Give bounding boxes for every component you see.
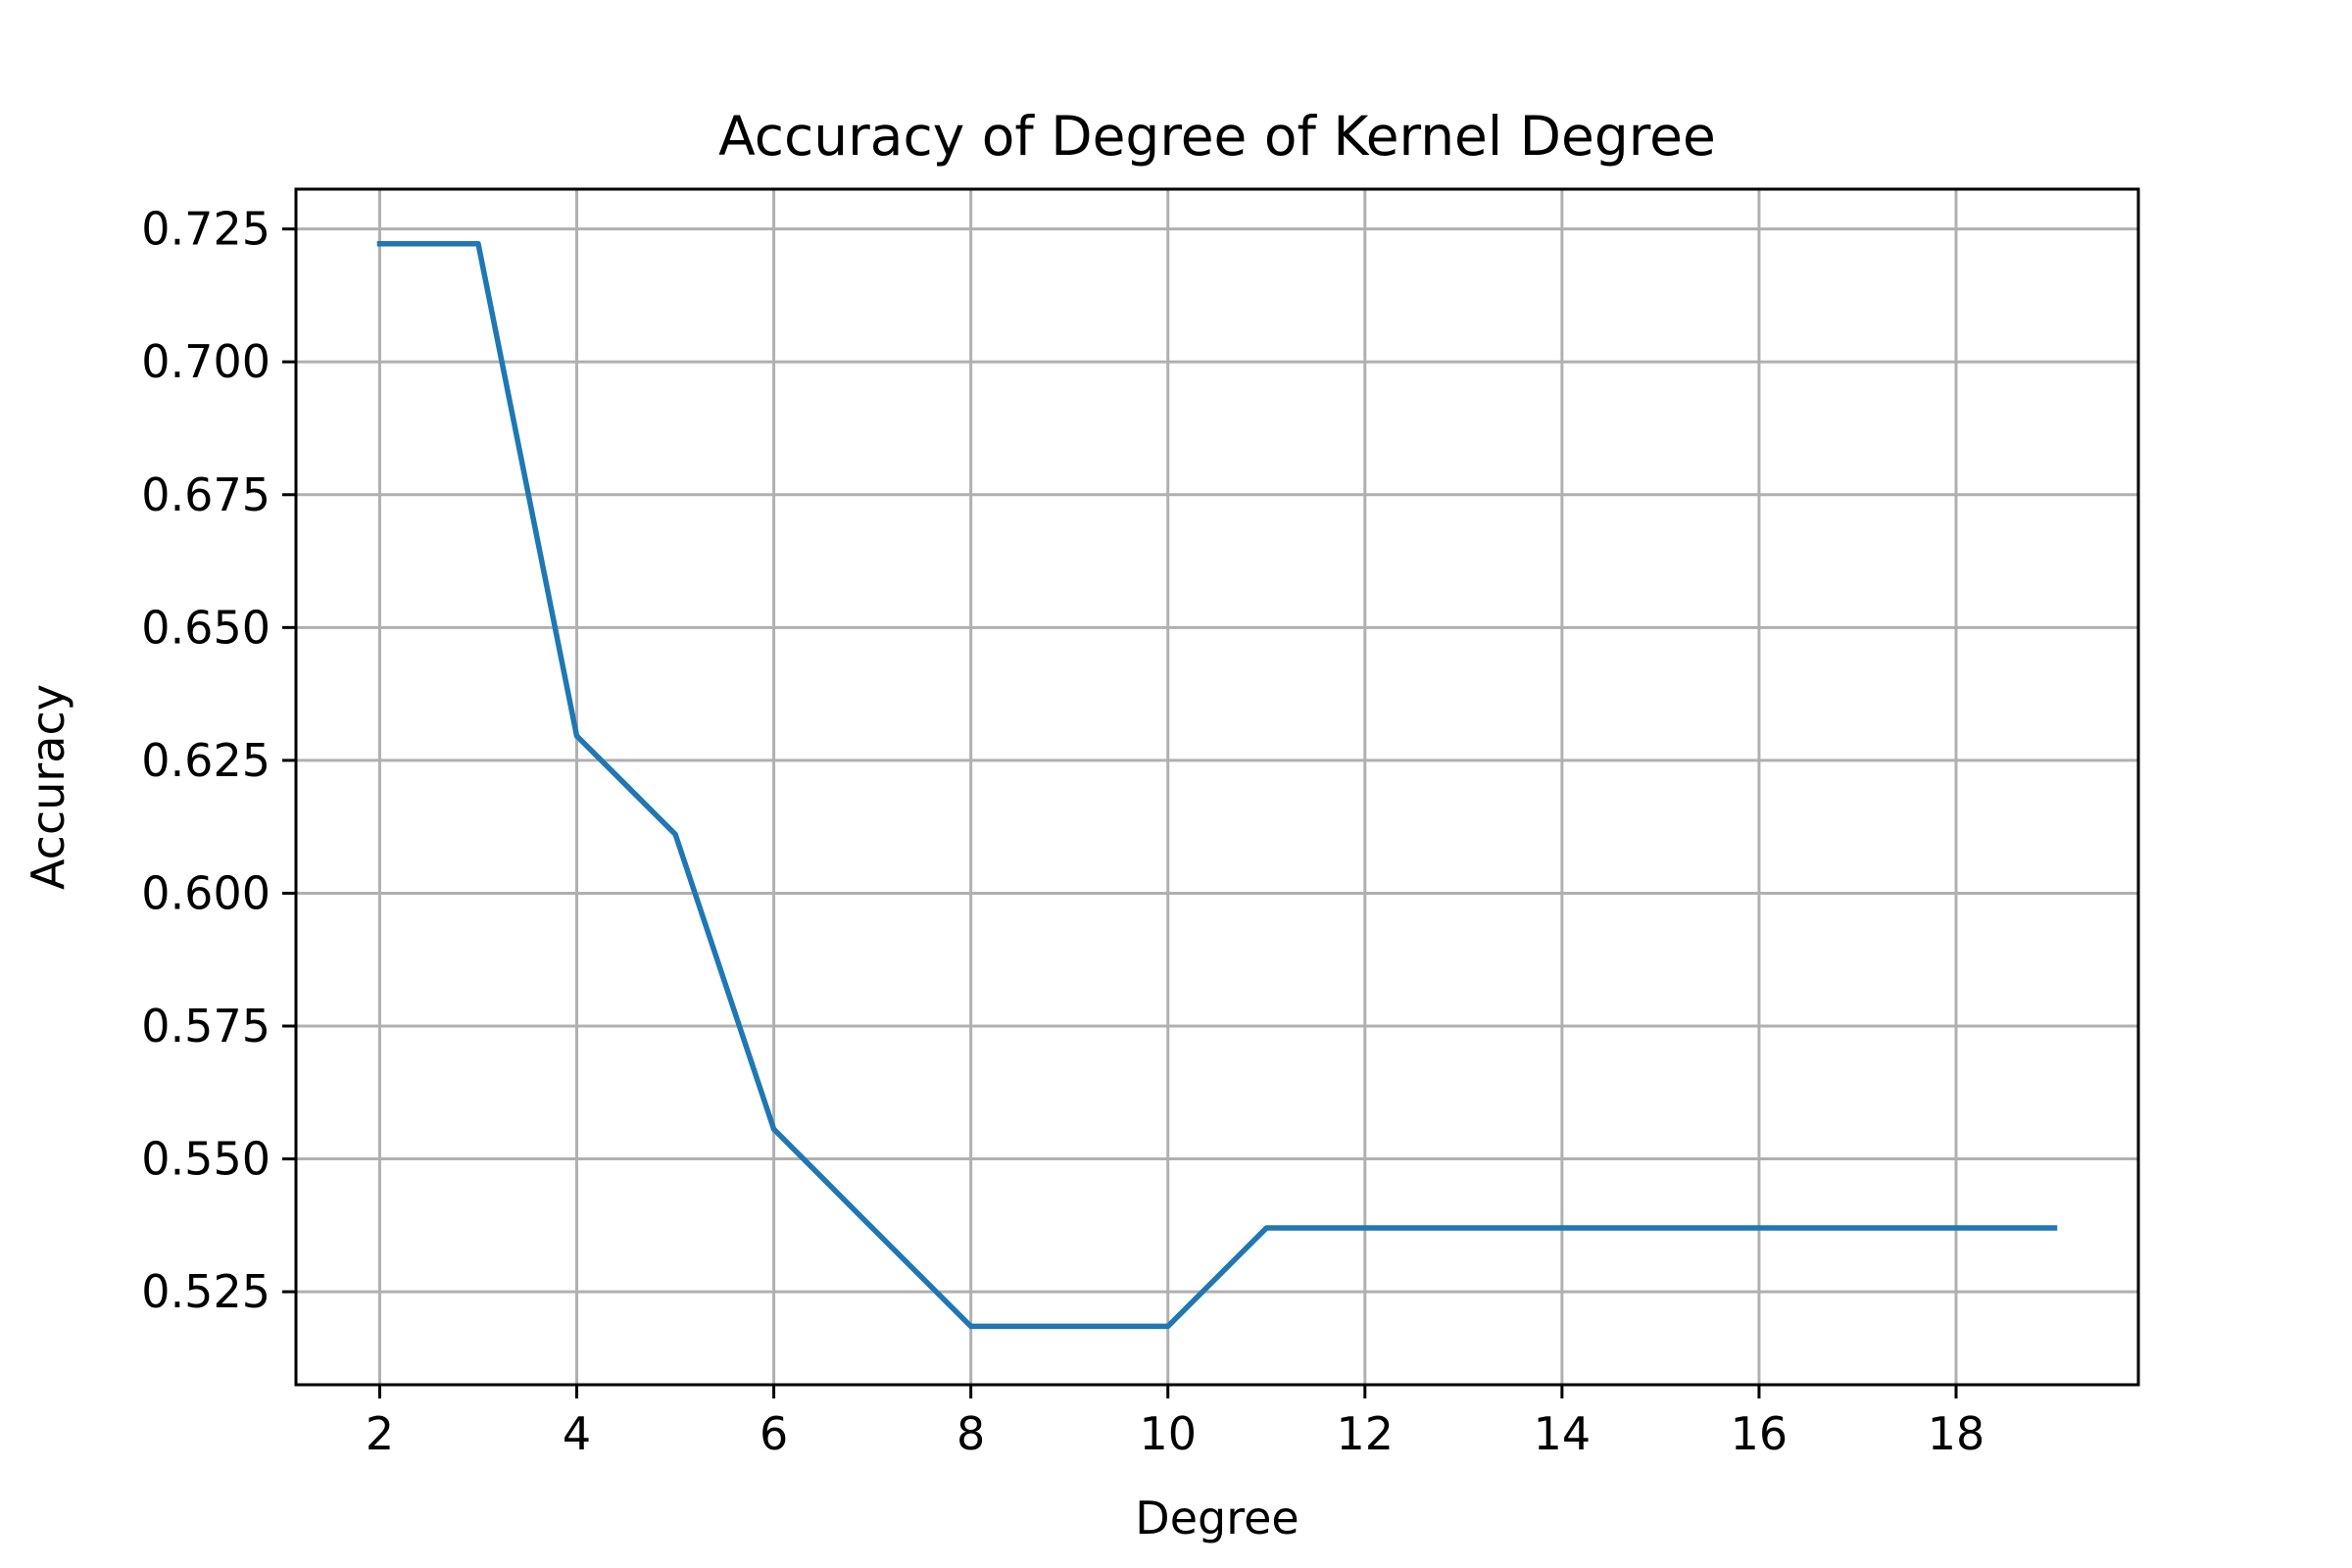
plot-frame <box>294 187 2140 1387</box>
chart-title: Accuracy of Degree of Kernel Degree <box>718 105 1716 168</box>
y-tick-label: 0.650 <box>141 601 270 654</box>
y-tick-label: 0.575 <box>141 1000 270 1053</box>
y-tick-label: 0.600 <box>141 866 270 919</box>
x-axis-label: Degree <box>1135 1492 1298 1544</box>
x-tick-label: 14 <box>1534 1407 1592 1460</box>
ticks: 2 4 6 8 10 12 14 16 18 0.525 0.550 0.575 0.600 0.625 0… <box>141 203 1984 1460</box>
x-tick-label: 16 <box>1731 1407 1788 1460</box>
accuracy-line <box>376 241 2058 1330</box>
x-tick-label: 4 <box>563 1407 591 1460</box>
y-axis-label: Accuracy <box>22 684 74 890</box>
x-tick-label: 2 <box>366 1407 394 1460</box>
x-tick-label: 10 <box>1139 1407 1197 1460</box>
y-tick-label: 0.700 <box>141 335 270 388</box>
grid <box>296 189 2138 1385</box>
x-tick-label: 12 <box>1337 1407 1395 1460</box>
y-tick-label: 0.725 <box>141 203 270 256</box>
y-tick-label: 0.550 <box>141 1133 270 1186</box>
x-tick-label: 6 <box>760 1407 788 1460</box>
y-tick-label: 0.625 <box>141 734 270 787</box>
y-tick-label: 0.525 <box>141 1265 270 1318</box>
y-tick-label: 0.675 <box>141 468 270 521</box>
series-layer <box>376 241 2058 1330</box>
x-tick-label: 8 <box>956 1407 985 1460</box>
x-tick-label: 18 <box>1928 1407 1985 1460</box>
